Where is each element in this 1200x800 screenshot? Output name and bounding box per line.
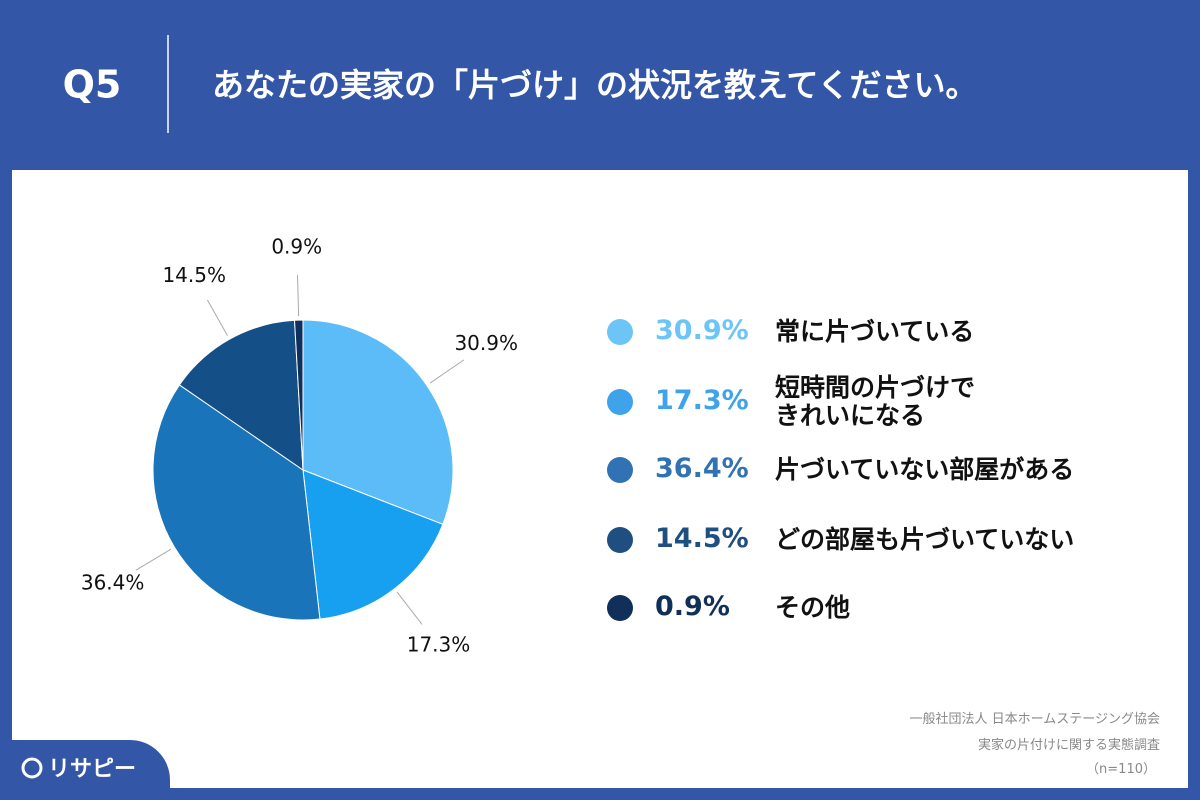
pie-slice — [302, 319, 454, 525]
logo-tab — [0, 740, 170, 800]
pie-slice — [302, 469, 444, 620]
question-title: あなたの実家の「片づけ」の状況を教えてください。 — [212, 66, 977, 104]
question-number: Q5 — [63, 63, 122, 107]
logo: リサピー — [48, 757, 136, 782]
legend-marker — [607, 389, 633, 415]
legend-label: 片づいていない部屋がある — [775, 455, 1075, 484]
legend-value: 36.4% — [655, 453, 749, 484]
leader-line — [429, 359, 465, 384]
legend-label: 短時間の片づけで きれいになる — [775, 373, 976, 430]
legend-label: その他 — [775, 593, 851, 622]
data-label: 30.9% — [454, 331, 518, 355]
legend-value: 17.3% — [655, 385, 749, 416]
pie-slice — [293, 319, 304, 471]
legend-marker — [607, 527, 633, 553]
data-label: 0.9% — [271, 235, 322, 259]
source: （n=110） — [1086, 762, 1156, 777]
legend-marker — [607, 595, 633, 621]
source: 実家の片付けに関する実態調査 — [977, 738, 1160, 753]
legend-value: 30.9% — [655, 315, 749, 346]
data-label: 17.3% — [407, 632, 471, 656]
leader-line — [135, 548, 172, 571]
legend-value: 0.9% — [655, 591, 730, 622]
legend-label: 常に片づいている — [775, 317, 975, 346]
legend-label: どの部屋も片づいていない — [775, 525, 1075, 554]
data-label: 36.4% — [81, 571, 145, 595]
logo-icon — [21, 757, 43, 779]
leader-line — [396, 591, 423, 625]
pie-slice — [152, 384, 321, 621]
legend-value: 14.5% — [655, 523, 749, 554]
source: 一般社団法人 日本ホームステージング協会 — [909, 712, 1160, 727]
data-label: 14.5% — [162, 263, 226, 287]
legend-marker — [607, 457, 633, 483]
legend-marker — [607, 319, 633, 345]
leader-line — [296, 275, 300, 317]
leader-line — [207, 299, 228, 336]
pie-slice — [178, 319, 304, 471]
